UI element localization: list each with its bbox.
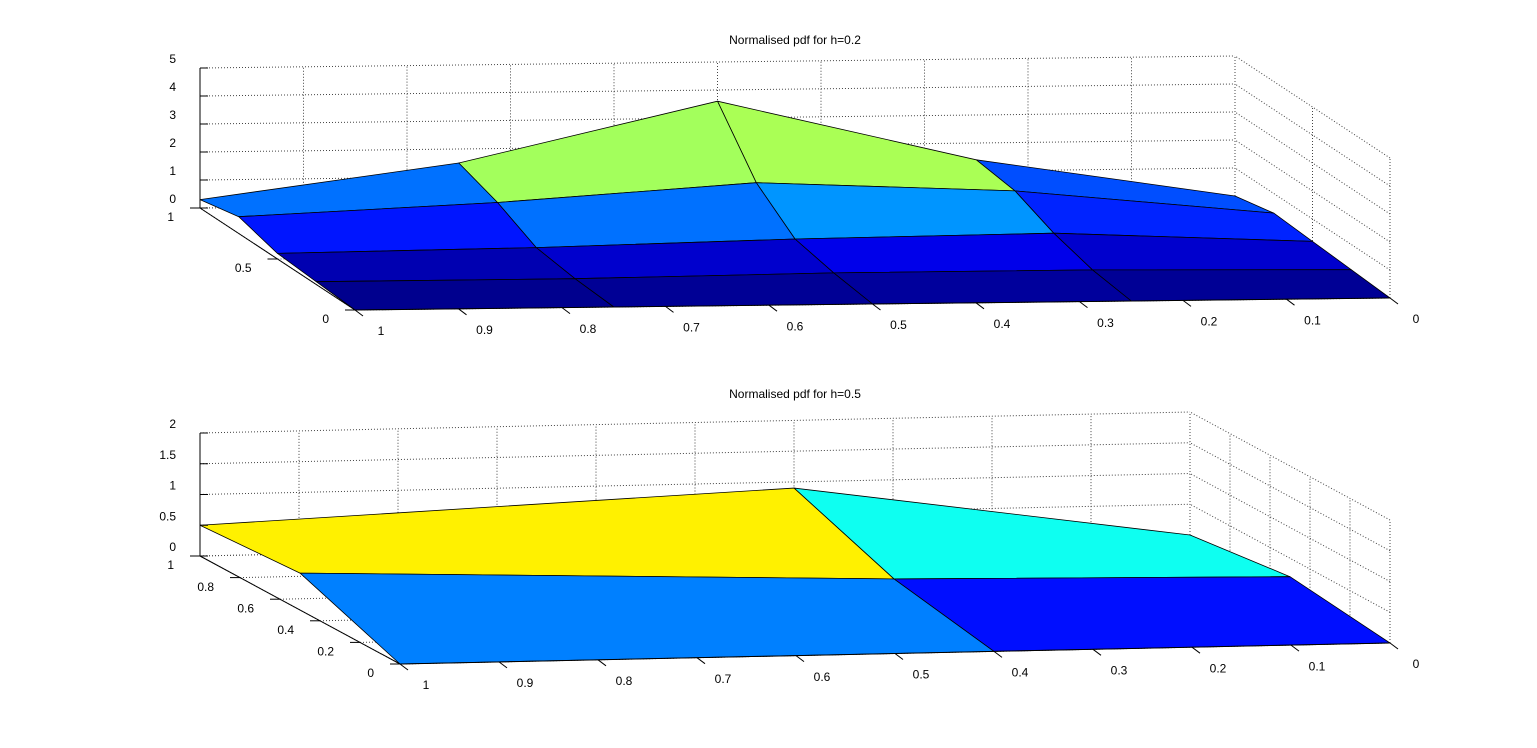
- x-tick-label: 0.7: [683, 321, 700, 335]
- z-tick-label: 2: [169, 136, 176, 150]
- x-tick: [1182, 299, 1192, 307]
- y-tick-label: 0.4: [277, 623, 294, 637]
- surface-face: [833, 269, 1132, 305]
- z-tick-label: 4: [169, 80, 176, 94]
- surface-face: [315, 278, 615, 311]
- x-tick-label: 0.4: [994, 317, 1011, 331]
- surface-face: [574, 272, 873, 308]
- y-tick-label: 0: [367, 666, 374, 680]
- x-tick: [1191, 646, 1201, 654]
- x-tick: [597, 659, 607, 667]
- grid-line: [1189, 442, 1391, 552]
- x-tick: [872, 303, 881, 311]
- x-tick-label: 0.1: [1309, 659, 1326, 673]
- grid-line: [1189, 411, 1391, 521]
- grid-line: [1189, 473, 1391, 582]
- z-tick-label: 1: [169, 479, 176, 493]
- y-tick-label: 1: [167, 210, 174, 224]
- x-tick: [993, 651, 1003, 658]
- chart-title: Normalised pdf for h=0.5: [729, 387, 861, 401]
- z-tick-label: 2: [169, 417, 176, 431]
- grid-line: [1234, 111, 1391, 215]
- z-tick-label: 0: [169, 192, 176, 206]
- x-tick: [1092, 648, 1102, 656]
- x-tick-label: 1: [423, 678, 430, 692]
- surface-face: [755, 182, 1055, 240]
- x-tick-label: 0.5: [913, 668, 930, 682]
- z-tick-label: 3: [169, 108, 176, 122]
- x-tick: [665, 305, 674, 313]
- x-tick: [399, 663, 409, 671]
- y-tick-label: 0.5: [235, 261, 252, 275]
- surface-face: [1092, 269, 1391, 302]
- z-tick-label: 1: [169, 164, 176, 178]
- grid-line: [199, 411, 1191, 434]
- x-tick: [354, 309, 364, 317]
- x-tick-label: 1: [378, 324, 385, 338]
- x-tick: [1389, 642, 1399, 650]
- x-tick-label: 0.6: [814, 670, 831, 684]
- y-tick-label: 0.6: [237, 601, 254, 615]
- x-tick: [561, 307, 571, 315]
- y-tick-label: 0.2: [317, 645, 334, 659]
- grid-line: [1189, 503, 1391, 613]
- x-tick-label: 0.2: [1201, 315, 1218, 329]
- x-tick: [1290, 644, 1300, 652]
- x-tick: [894, 653, 904, 660]
- x-tick: [1286, 298, 1295, 306]
- x-tick-label: 0.3: [1097, 316, 1114, 330]
- x-tick: [696, 657, 706, 665]
- chart-title: Normalised pdf for h=0.2: [729, 33, 861, 47]
- x-tick-label: 0.4: [1012, 666, 1029, 680]
- x-tick-label: 0.8: [580, 322, 597, 336]
- x-tick-label: 0.7: [715, 672, 732, 686]
- x-tick-label: 0.2: [1210, 661, 1227, 675]
- x-tick-label: 0.3: [1111, 663, 1128, 677]
- x-tick: [498, 661, 508, 669]
- surface-face: [299, 572, 995, 665]
- surface-face: [277, 247, 576, 283]
- x-tick-label: 0.9: [476, 323, 493, 337]
- y-tick-label: 0.8: [197, 580, 214, 594]
- grid-line: [199, 473, 1191, 495]
- x-tick-label: 0: [1413, 312, 1420, 326]
- y-axis: [199, 555, 401, 665]
- x-tick-label: 0.8: [616, 674, 633, 688]
- z-tick-label: 1.5: [159, 448, 176, 462]
- x-tick: [1079, 301, 1088, 309]
- x-tick: [1389, 297, 1399, 305]
- grid-line: [1234, 83, 1391, 187]
- surface-face: [794, 232, 1093, 274]
- x-tick: [768, 304, 778, 312]
- x-tick-label: 0.9: [517, 676, 534, 690]
- grid-line: [1234, 167, 1391, 271]
- grid-line: [199, 442, 1191, 465]
- y-tick-label: 1: [167, 558, 174, 572]
- x-tick: [975, 302, 985, 310]
- x-tick-label: 0.1: [1304, 313, 1321, 327]
- grid-line: [1234, 55, 1391, 159]
- x-tick-label: 0: [1413, 657, 1420, 671]
- x-tick-label: 0.6: [787, 319, 804, 333]
- y-tick-label: 0: [322, 312, 329, 326]
- x-tick-label: 0.5: [890, 318, 907, 332]
- z-tick-label: 0.5: [159, 509, 176, 523]
- z-tick-label: 0: [169, 540, 176, 554]
- z-tick-label: 5: [169, 52, 176, 66]
- x-tick: [795, 655, 805, 662]
- x-tick: [458, 308, 467, 316]
- grid-line: [1234, 139, 1391, 243]
